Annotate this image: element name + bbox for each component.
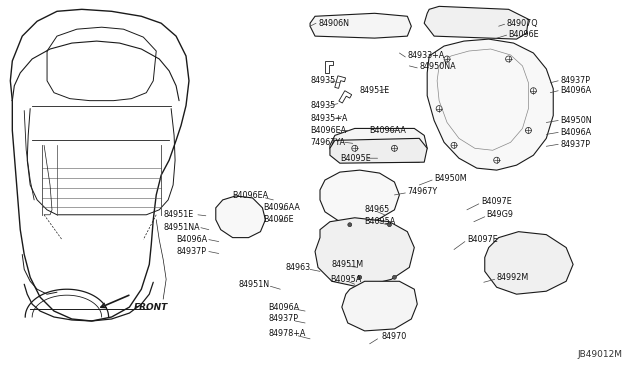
- Text: 84992M: 84992M: [497, 273, 529, 282]
- Text: 84933+A: 84933+A: [407, 51, 445, 61]
- Text: B4095E: B4095E: [340, 154, 371, 163]
- Polygon shape: [216, 196, 266, 238]
- Text: B4096AA: B4096AA: [370, 126, 406, 135]
- Text: B4096A: B4096A: [268, 302, 300, 312]
- Circle shape: [387, 223, 392, 227]
- Text: B4096EA: B4096EA: [310, 126, 346, 135]
- Polygon shape: [325, 61, 333, 73]
- Text: B4096AA: B4096AA: [264, 203, 300, 212]
- Polygon shape: [320, 170, 399, 225]
- Polygon shape: [342, 281, 417, 331]
- Text: 84937P: 84937P: [560, 76, 590, 85]
- Polygon shape: [424, 6, 529, 39]
- Text: B4096A: B4096A: [560, 128, 591, 137]
- Text: B4096EA: B4096EA: [233, 192, 269, 201]
- Text: FRONT: FRONT: [133, 302, 168, 312]
- Text: B4097E: B4097E: [481, 198, 511, 206]
- Circle shape: [348, 223, 352, 227]
- Circle shape: [392, 275, 396, 279]
- Text: 84978+A: 84978+A: [268, 329, 306, 339]
- Text: 84907Q: 84907Q: [507, 19, 538, 28]
- Text: 84951N: 84951N: [239, 280, 269, 289]
- Text: 84935: 84935: [310, 101, 335, 110]
- Polygon shape: [310, 13, 412, 38]
- Text: 84951E: 84951E: [163, 210, 193, 219]
- Circle shape: [358, 275, 362, 279]
- Polygon shape: [330, 128, 427, 162]
- Polygon shape: [330, 138, 427, 163]
- Text: 84937P: 84937P: [268, 314, 298, 324]
- Text: B4096E: B4096E: [509, 30, 540, 39]
- Text: B4950N: B4950N: [560, 116, 592, 125]
- Text: B49G9: B49G9: [487, 210, 514, 219]
- Text: 74967YA: 74967YA: [310, 138, 345, 147]
- Text: 84951E: 84951E: [360, 86, 390, 95]
- Text: 84970: 84970: [381, 332, 407, 341]
- Polygon shape: [339, 91, 352, 103]
- Text: B4096A: B4096A: [560, 86, 591, 95]
- Text: 84951M: 84951M: [332, 260, 364, 269]
- Text: 84935: 84935: [310, 76, 335, 85]
- Text: 84935+A: 84935+A: [310, 114, 348, 123]
- Text: JB49012M: JB49012M: [578, 350, 623, 359]
- Text: B4095A: B4095A: [365, 217, 396, 226]
- Text: B4950M: B4950M: [434, 174, 467, 183]
- Polygon shape: [315, 218, 414, 287]
- Text: 84950NA: 84950NA: [419, 62, 456, 71]
- Text: 84965: 84965: [365, 205, 390, 214]
- Text: B4096E: B4096E: [264, 215, 294, 224]
- Text: 84963: 84963: [285, 263, 310, 272]
- Text: B4096A: B4096A: [176, 235, 207, 244]
- Text: 84937P: 84937P: [560, 140, 590, 149]
- Text: 84906N: 84906N: [318, 19, 349, 28]
- Polygon shape: [427, 39, 553, 170]
- Text: 74967Y: 74967Y: [407, 187, 438, 196]
- Text: B4095A: B4095A: [330, 275, 361, 284]
- Polygon shape: [335, 76, 346, 89]
- Polygon shape: [484, 232, 573, 294]
- Text: B4097E: B4097E: [467, 235, 498, 244]
- Text: 84951NA: 84951NA: [163, 223, 200, 232]
- Text: 84937P: 84937P: [176, 247, 206, 256]
